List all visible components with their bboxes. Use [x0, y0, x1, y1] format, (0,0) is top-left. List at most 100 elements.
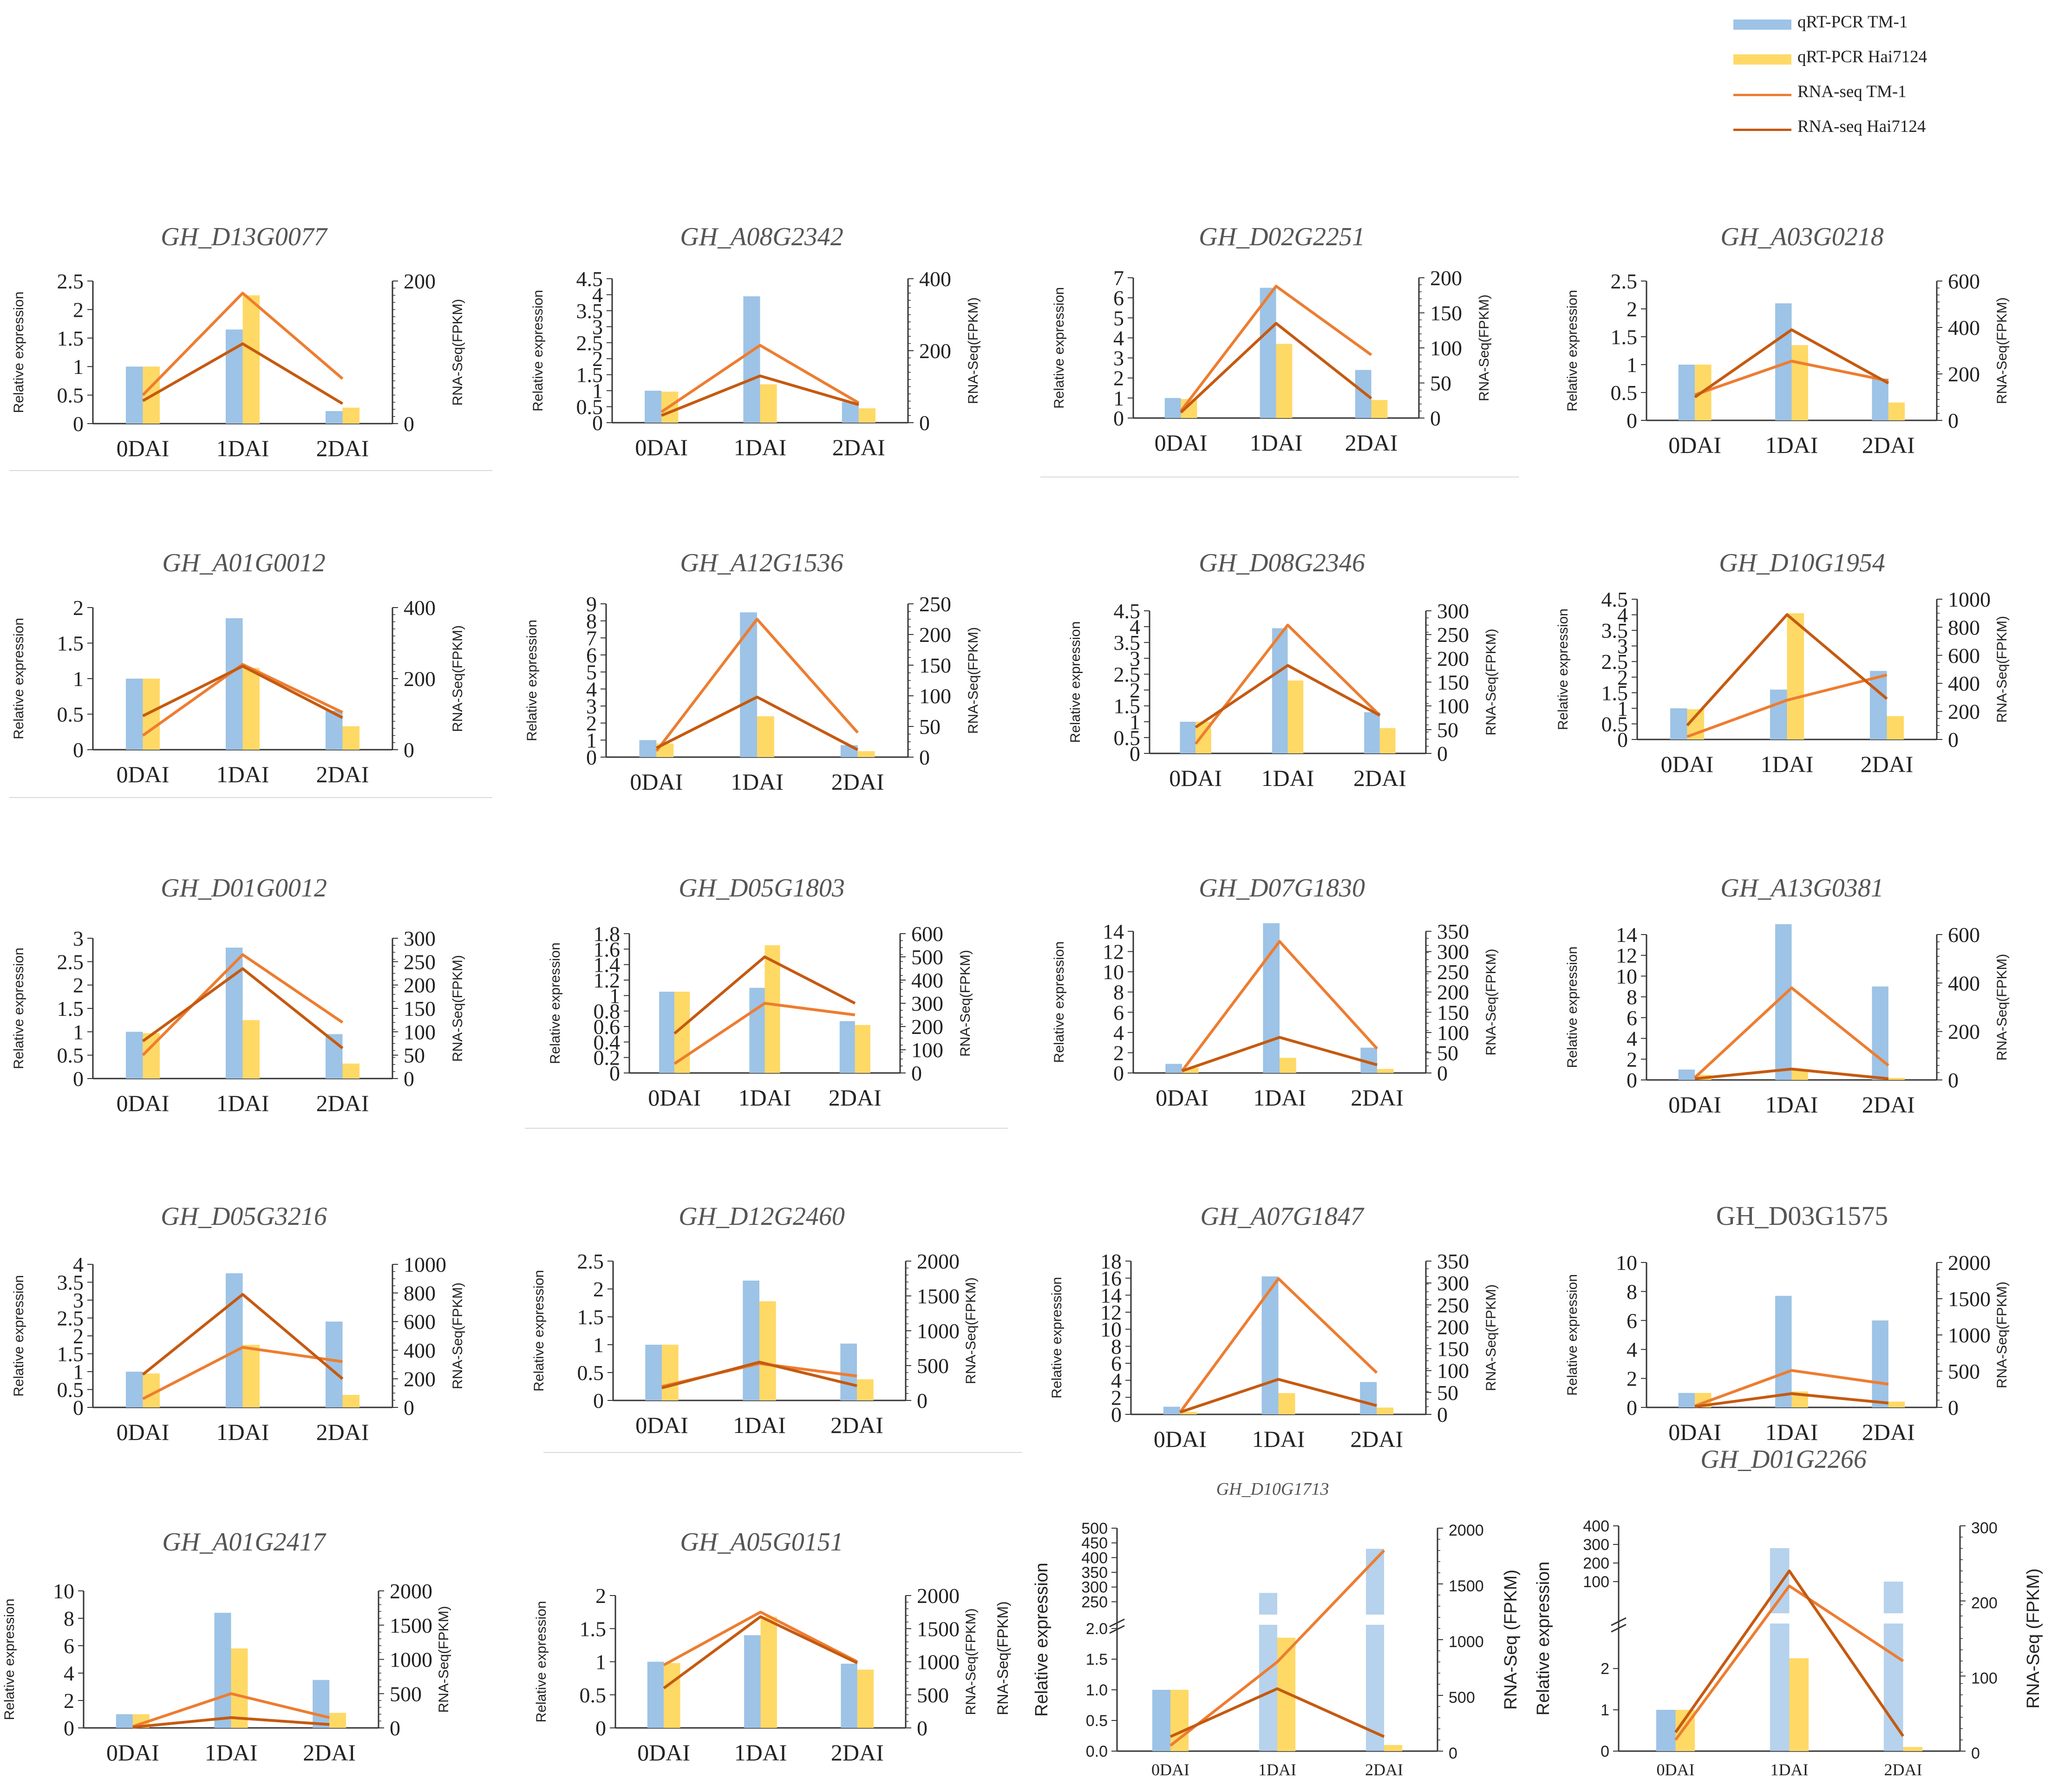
y2-tick-label: 150 — [1437, 1337, 1469, 1361]
bar-qrt-hai7124 — [757, 716, 774, 757]
x-tick-label: 0DAI — [1668, 432, 1721, 458]
y-tick-label: 0 — [1111, 1403, 1122, 1426]
y-tick-label: 1.5 — [577, 1305, 604, 1329]
line-rnaseq-hai7124 — [663, 1615, 858, 1689]
chart-title: GH_A07G1847 — [1200, 1202, 1365, 1231]
y-tick-label: 10 — [1616, 964, 1637, 988]
bar-qrt-tm1 — [744, 1635, 761, 1728]
y-tick-label: 450 — [1081, 1535, 1108, 1552]
y-tick-label: 0.0 — [1086, 1743, 1108, 1760]
y2-tick-label: 0 — [1449, 1745, 1457, 1762]
y-tick-label: 1.5 — [1114, 694, 1141, 718]
y2-tick-label: 0 — [917, 1389, 928, 1413]
y-tick-label: 3 — [1617, 634, 1628, 658]
x-tick-label: 1DAI — [1258, 1760, 1296, 1779]
bar-qrt-tm1 — [1260, 288, 1276, 418]
y-tick-label: 0 — [586, 746, 597, 769]
y-tick-label: 3.5 — [1114, 631, 1141, 654]
y2-tick-label: 400 — [404, 596, 436, 620]
y-tick-label: 4 — [1130, 615, 1140, 639]
bar-qrt-tm1 — [1263, 923, 1280, 1073]
line-rnaseq-hai7124 — [673, 955, 856, 1035]
chart-panel: GH_A07G184702468101214161805010015020025… — [1049, 1202, 1499, 1452]
y2-tick-label: 500 — [911, 945, 943, 969]
y2-axis-label: RNA-Seq(FPKM) — [966, 297, 981, 404]
y2-tick-label: 800 — [404, 1282, 436, 1305]
chart-panel: GH_D07G183002468101214050100150200250300… — [1052, 874, 1499, 1111]
line-rnaseq-hai7124 — [142, 1293, 344, 1380]
line-rnaseq-tm1 — [142, 663, 343, 737]
x-tick-label: 2DAI — [829, 1085, 882, 1111]
line-rnaseq-hai7124 — [1674, 1570, 1904, 1737]
x-tick-label: 2DAI — [1351, 1085, 1404, 1111]
y-tick-label: 4 — [1113, 1021, 1124, 1045]
chart-panel: GH_D03G1575 0 2 4 6 8 10 0 500 1000 1500 2000 Relati… — [1565, 1201, 2010, 1445]
y2-tick-label: 1000 — [404, 1253, 446, 1276]
y-tick-label: 2 — [1617, 666, 1628, 689]
y2-tick-label: 0 — [1948, 728, 1959, 752]
bar-qrt-tm1 — [1163, 1406, 1180, 1414]
x-tick-label: 1DAI — [734, 1740, 787, 1766]
bar-qrt-hai7124 — [764, 945, 780, 1073]
bar-qrt-hai7124 — [1280, 1058, 1296, 1073]
x-tick-label: 0DAI — [117, 1419, 170, 1445]
y-tick-label: 2.5 — [57, 269, 84, 293]
y2-tick-label: 400 — [1948, 672, 1980, 695]
x-tick-label: 2DAI — [1862, 432, 1915, 458]
x-tick-label: 1DAI — [1253, 1085, 1306, 1111]
y-tick-label: 1.5 — [57, 327, 84, 350]
bar-qrt-hai7124 — [1787, 613, 1804, 739]
y2-tick-label: 50 — [919, 715, 941, 739]
y2-axis-label: RNA-Seq(FPKM) — [1477, 294, 1492, 401]
y2-tick-label: 500 — [390, 1682, 422, 1706]
y-tick-label: 4.5 — [1601, 588, 1628, 611]
x-tick-label: 0DAI — [1156, 1085, 1209, 1111]
line-rnaseq-hai7124 — [1694, 1392, 1889, 1408]
chart-panel: GH_A13G0381024681012140200400600Relative… — [1565, 874, 2010, 1118]
y2-tick-label: 300 — [1437, 940, 1469, 964]
y2-tick-label: 600 — [911, 922, 943, 946]
y2-tick-label: 200 — [1948, 362, 1980, 386]
legend-label: RNA-seq Hai7124 — [1797, 117, 1926, 136]
y-tick-label: 3 — [1130, 647, 1140, 670]
bar-qrt-hai7124 — [1180, 1412, 1197, 1414]
y-tick-label: 0 — [1627, 1068, 1637, 1092]
x-tick-label: 1DAI — [1765, 1419, 1818, 1445]
y-tick-label: 0 — [1617, 728, 1628, 752]
bar-qrt-hai7124 — [1789, 1658, 1809, 1751]
chart-panel: GH_A03G0218 0 0.5 1 1.5 2 2.5 0 200 400 600 Relativ… — [1565, 222, 2010, 458]
y-tick-label: 12 — [1100, 1301, 1122, 1324]
y-tick-label: 0 — [1113, 406, 1124, 430]
bar-qrt-tm1 — [1883, 1582, 1903, 1751]
bar-qrt-hai7124 — [760, 1616, 777, 1728]
y-axis-label: Relative expression — [11, 1275, 26, 1397]
y-tick-label: 500 — [1081, 1520, 1108, 1537]
bar-qrt-hai7124 — [1887, 716, 1904, 739]
chart-title: GH_D03G1575 — [1716, 1201, 1888, 1231]
y2-tick-label: 200 — [919, 623, 951, 647]
x-tick-label: 1DAI — [1761, 751, 1814, 777]
y-axis-label: Relative expression — [11, 618, 26, 739]
chart-title: GH_D05G1803 — [679, 874, 845, 903]
x-tick-label: 1DAI — [216, 761, 269, 787]
x-tick-label: 0DAI — [637, 1740, 690, 1766]
y2-tick-label: 2000 — [917, 1249, 960, 1273]
y-tick-label: 100 — [1583, 1573, 1609, 1591]
y-tick-label: 2.5 — [577, 1249, 604, 1273]
y-tick-label: 10 — [1616, 1251, 1637, 1275]
chart-panel: GH_D01G001200.511.522.530501001502002503… — [11, 874, 465, 1116]
chart-title: GH_D02G2251 — [1199, 222, 1365, 251]
y2-tick-label: 0 — [1430, 406, 1441, 430]
y2-tick-label: 2000 — [1449, 1522, 1484, 1539]
bar-qrt-tm1 — [1872, 1320, 1888, 1407]
y2-tick-label: 50 — [1437, 718, 1458, 742]
x-tick-label: 1DAI — [738, 1085, 791, 1111]
y-tick-label: 2 — [592, 347, 603, 371]
chart-title: GH_A12G1536 — [680, 549, 843, 577]
y2-tick-label: 500 — [1449, 1689, 1475, 1707]
y-tick-label: 5 — [1113, 306, 1124, 330]
y-tick-label: 2 — [1130, 679, 1140, 702]
line-rnaseq-tm1 — [1179, 1277, 1378, 1413]
y2-tick-label: 100 — [1430, 336, 1462, 360]
y2-tick-label: 50 — [1430, 372, 1451, 395]
